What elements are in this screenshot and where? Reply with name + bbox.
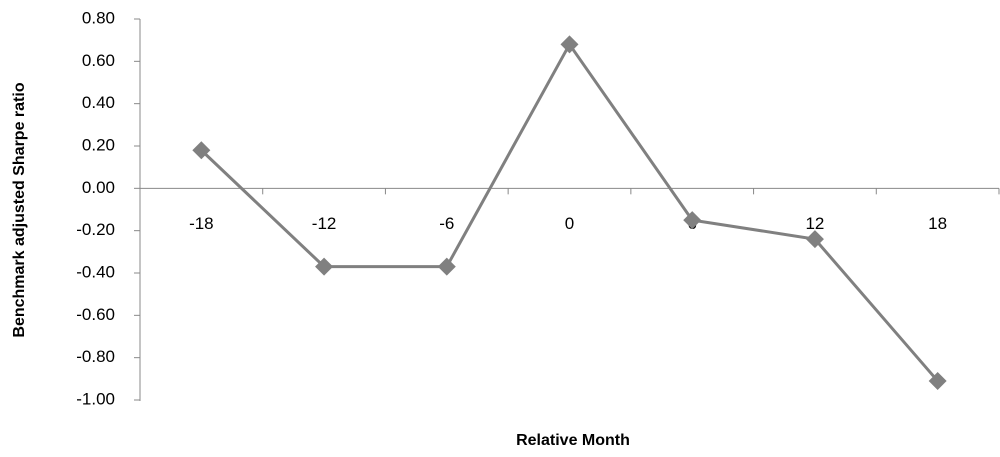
y-tick-label: -0.20	[76, 220, 115, 239]
y-tick-label: -0.60	[76, 305, 115, 324]
x-tick-label: -6	[439, 214, 454, 233]
y-tick-label: -0.40	[76, 262, 115, 281]
x-tick-label: 0	[565, 214, 574, 233]
y-tick-label: -1.00	[76, 389, 115, 408]
data-point	[192, 141, 211, 160]
y-tick-label: 0.20	[82, 135, 115, 154]
x-tick-label: 12	[805, 214, 824, 233]
y-tick-label: 0.00	[82, 178, 115, 197]
data-point	[805, 230, 824, 249]
series-line	[200, 41, 939, 382]
y-tick-label: 0.60	[82, 51, 115, 70]
x-tick-label: -18	[189, 214, 214, 233]
x-axis-title: Relative Month	[516, 432, 630, 449]
data-point	[683, 211, 702, 230]
y-tick-label: 0.40	[82, 93, 115, 112]
y-tick-label: -0.80	[76, 347, 115, 366]
y-axis-title: Benchmark adjusted Sharpe ratio	[11, 82, 28, 337]
data-point	[437, 257, 456, 276]
x-tick-label: 18	[928, 214, 947, 233]
data-point	[928, 371, 947, 390]
x-tick-label: -12	[312, 214, 337, 233]
data-point	[315, 257, 334, 276]
y-tick-label: 0.80	[82, 8, 115, 27]
data-point	[560, 35, 579, 54]
